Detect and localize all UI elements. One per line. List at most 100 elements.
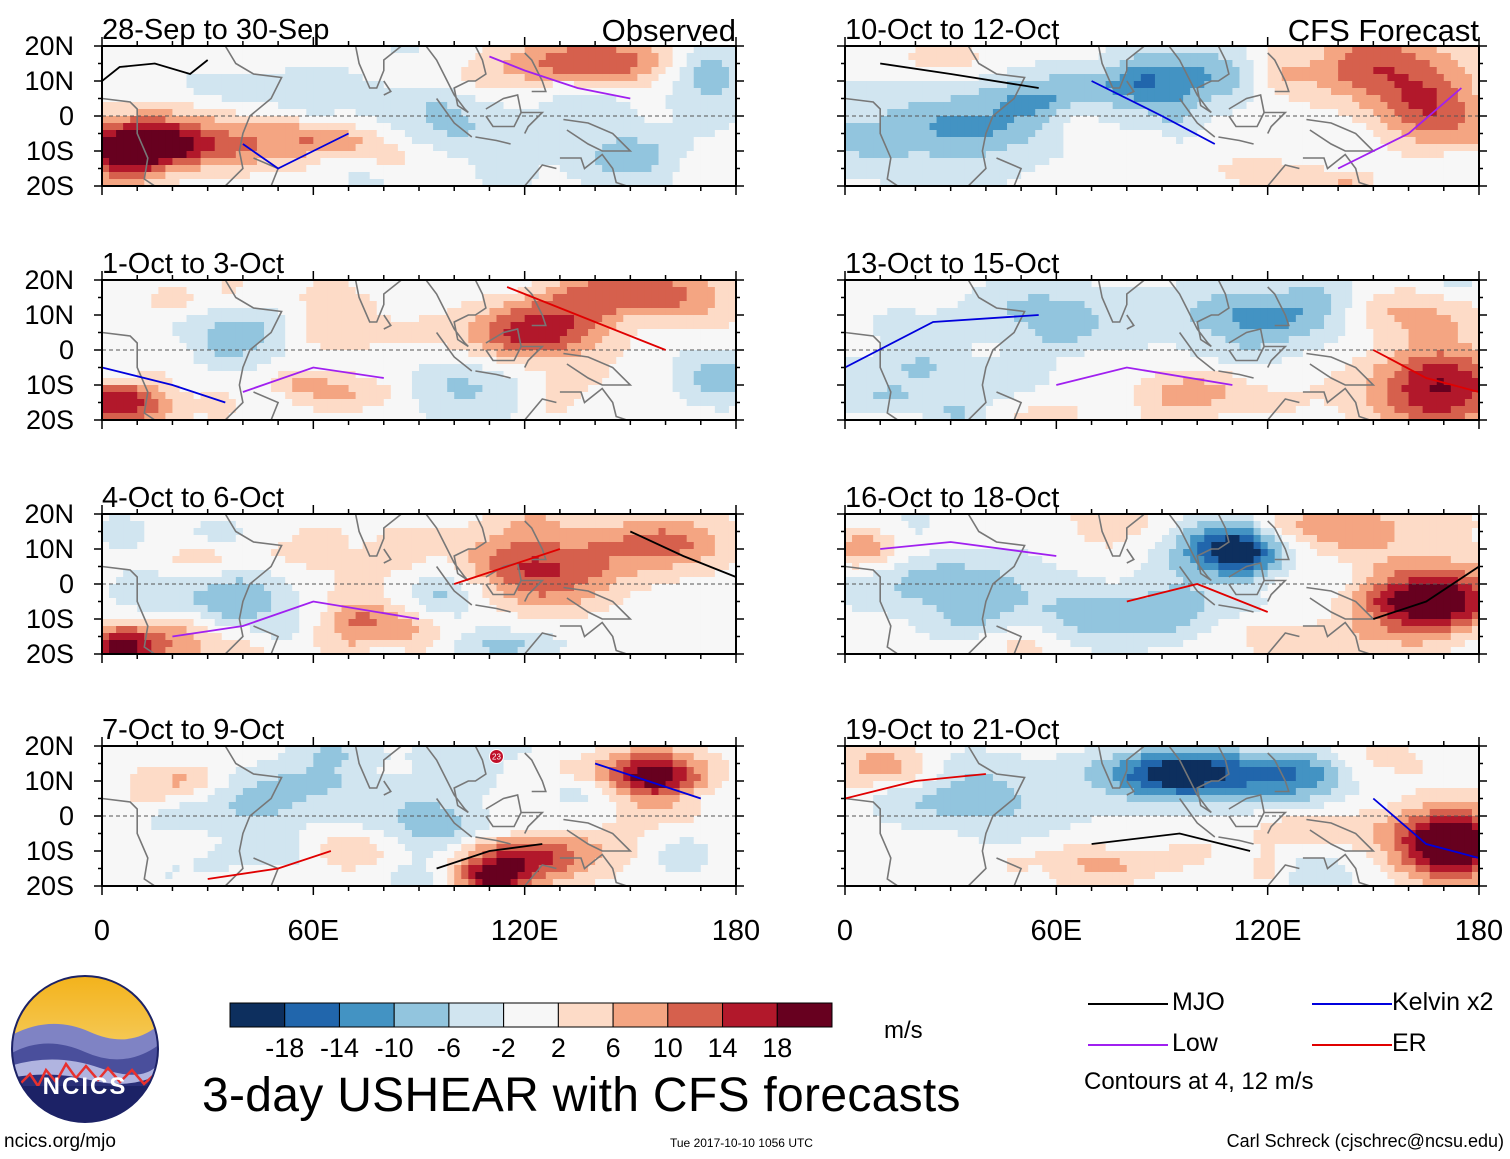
field-cell (404, 371, 413, 379)
field-cell (707, 179, 716, 186)
field-cell (123, 67, 131, 75)
field-cell (595, 514, 603, 522)
field-cell (588, 542, 596, 550)
field-cell (566, 542, 575, 550)
field-cell (130, 343, 138, 351)
field-cell (362, 591, 371, 599)
field-cell (672, 144, 681, 152)
field-cell (426, 371, 434, 379)
field-cell (693, 301, 702, 309)
field-cell (531, 308, 540, 316)
field-cell (313, 385, 321, 393)
field-cell (214, 528, 223, 536)
field-cell (123, 399, 131, 407)
field-cell (249, 130, 258, 138)
field-cell (256, 591, 265, 599)
field-cell (299, 95, 307, 103)
field-cell (595, 378, 603, 386)
field-cell (383, 364, 392, 372)
field-cell (426, 364, 434, 372)
field-cell (362, 46, 371, 54)
field-cell (433, 514, 441, 522)
field-cell (581, 294, 589, 302)
field-cell (313, 577, 321, 585)
field-cell (552, 343, 561, 351)
field-cell (672, 514, 681, 522)
field-cell (728, 46, 736, 54)
field-cell (665, 542, 674, 550)
field-cell (630, 308, 638, 316)
field-cell (700, 67, 709, 75)
field-cell (186, 378, 195, 386)
field-cell (721, 46, 730, 54)
field-cell (137, 329, 145, 337)
field-cell (292, 336, 300, 344)
field-cell (419, 116, 427, 124)
field-cell (278, 287, 286, 295)
field-cell (285, 392, 293, 400)
field-cell (369, 53, 378, 61)
field-cell (693, 364, 702, 372)
field-cell (165, 315, 174, 323)
field-cell (630, 172, 638, 180)
field-cell (292, 350, 300, 358)
field-cell (679, 598, 688, 606)
field-cell (144, 116, 152, 124)
field-cell (221, 109, 230, 117)
field-cell (116, 301, 124, 309)
field-cell (665, 308, 674, 316)
field-cell (595, 577, 603, 585)
field-cell (376, 392, 385, 400)
field-cell (679, 364, 688, 372)
field-cell (306, 357, 314, 365)
field-cell (454, 60, 462, 68)
field-cell (313, 130, 321, 138)
field-cell (595, 144, 603, 152)
field-cell (165, 95, 174, 103)
field-cell (510, 109, 519, 117)
field-cell (200, 598, 209, 606)
field-cell (566, 591, 575, 599)
field-cell (116, 392, 124, 400)
field-cell (404, 308, 413, 316)
field-cell (454, 172, 462, 180)
field-cell (672, 535, 681, 543)
field-cell (595, 570, 603, 578)
field-cell (419, 535, 427, 543)
field-cell (130, 350, 138, 358)
field-cell (151, 336, 159, 344)
field-cell (376, 294, 385, 302)
field-cell (313, 60, 321, 68)
field-cell (249, 280, 258, 288)
field-cell (482, 549, 491, 557)
field-cell (334, 336, 343, 344)
field-cell (285, 88, 293, 96)
field-cell (186, 179, 195, 186)
field-cell (686, 74, 695, 82)
field-cell (630, 577, 638, 585)
field-cell (644, 514, 653, 522)
field-cell (242, 584, 251, 592)
field-cell (616, 528, 624, 536)
field-cell (411, 287, 420, 295)
field-cell (292, 165, 300, 173)
field-cell (454, 46, 462, 54)
field-cell (411, 350, 420, 358)
field-cell (158, 399, 166, 407)
field-cell (116, 577, 124, 585)
field-cell (278, 364, 286, 372)
field-cell (376, 144, 385, 152)
field-cell (193, 399, 202, 407)
field-cell (693, 102, 702, 110)
field-cell (510, 378, 519, 386)
field-cell (397, 406, 406, 414)
field-cell (679, 563, 688, 571)
field-cell (271, 158, 279, 166)
field-cell (552, 301, 561, 309)
field-cell (588, 102, 596, 110)
field-cell (348, 591, 357, 599)
field-cell (693, 315, 702, 323)
field-cell (559, 399, 568, 407)
field-cell (186, 542, 195, 550)
field-cell (630, 336, 638, 344)
